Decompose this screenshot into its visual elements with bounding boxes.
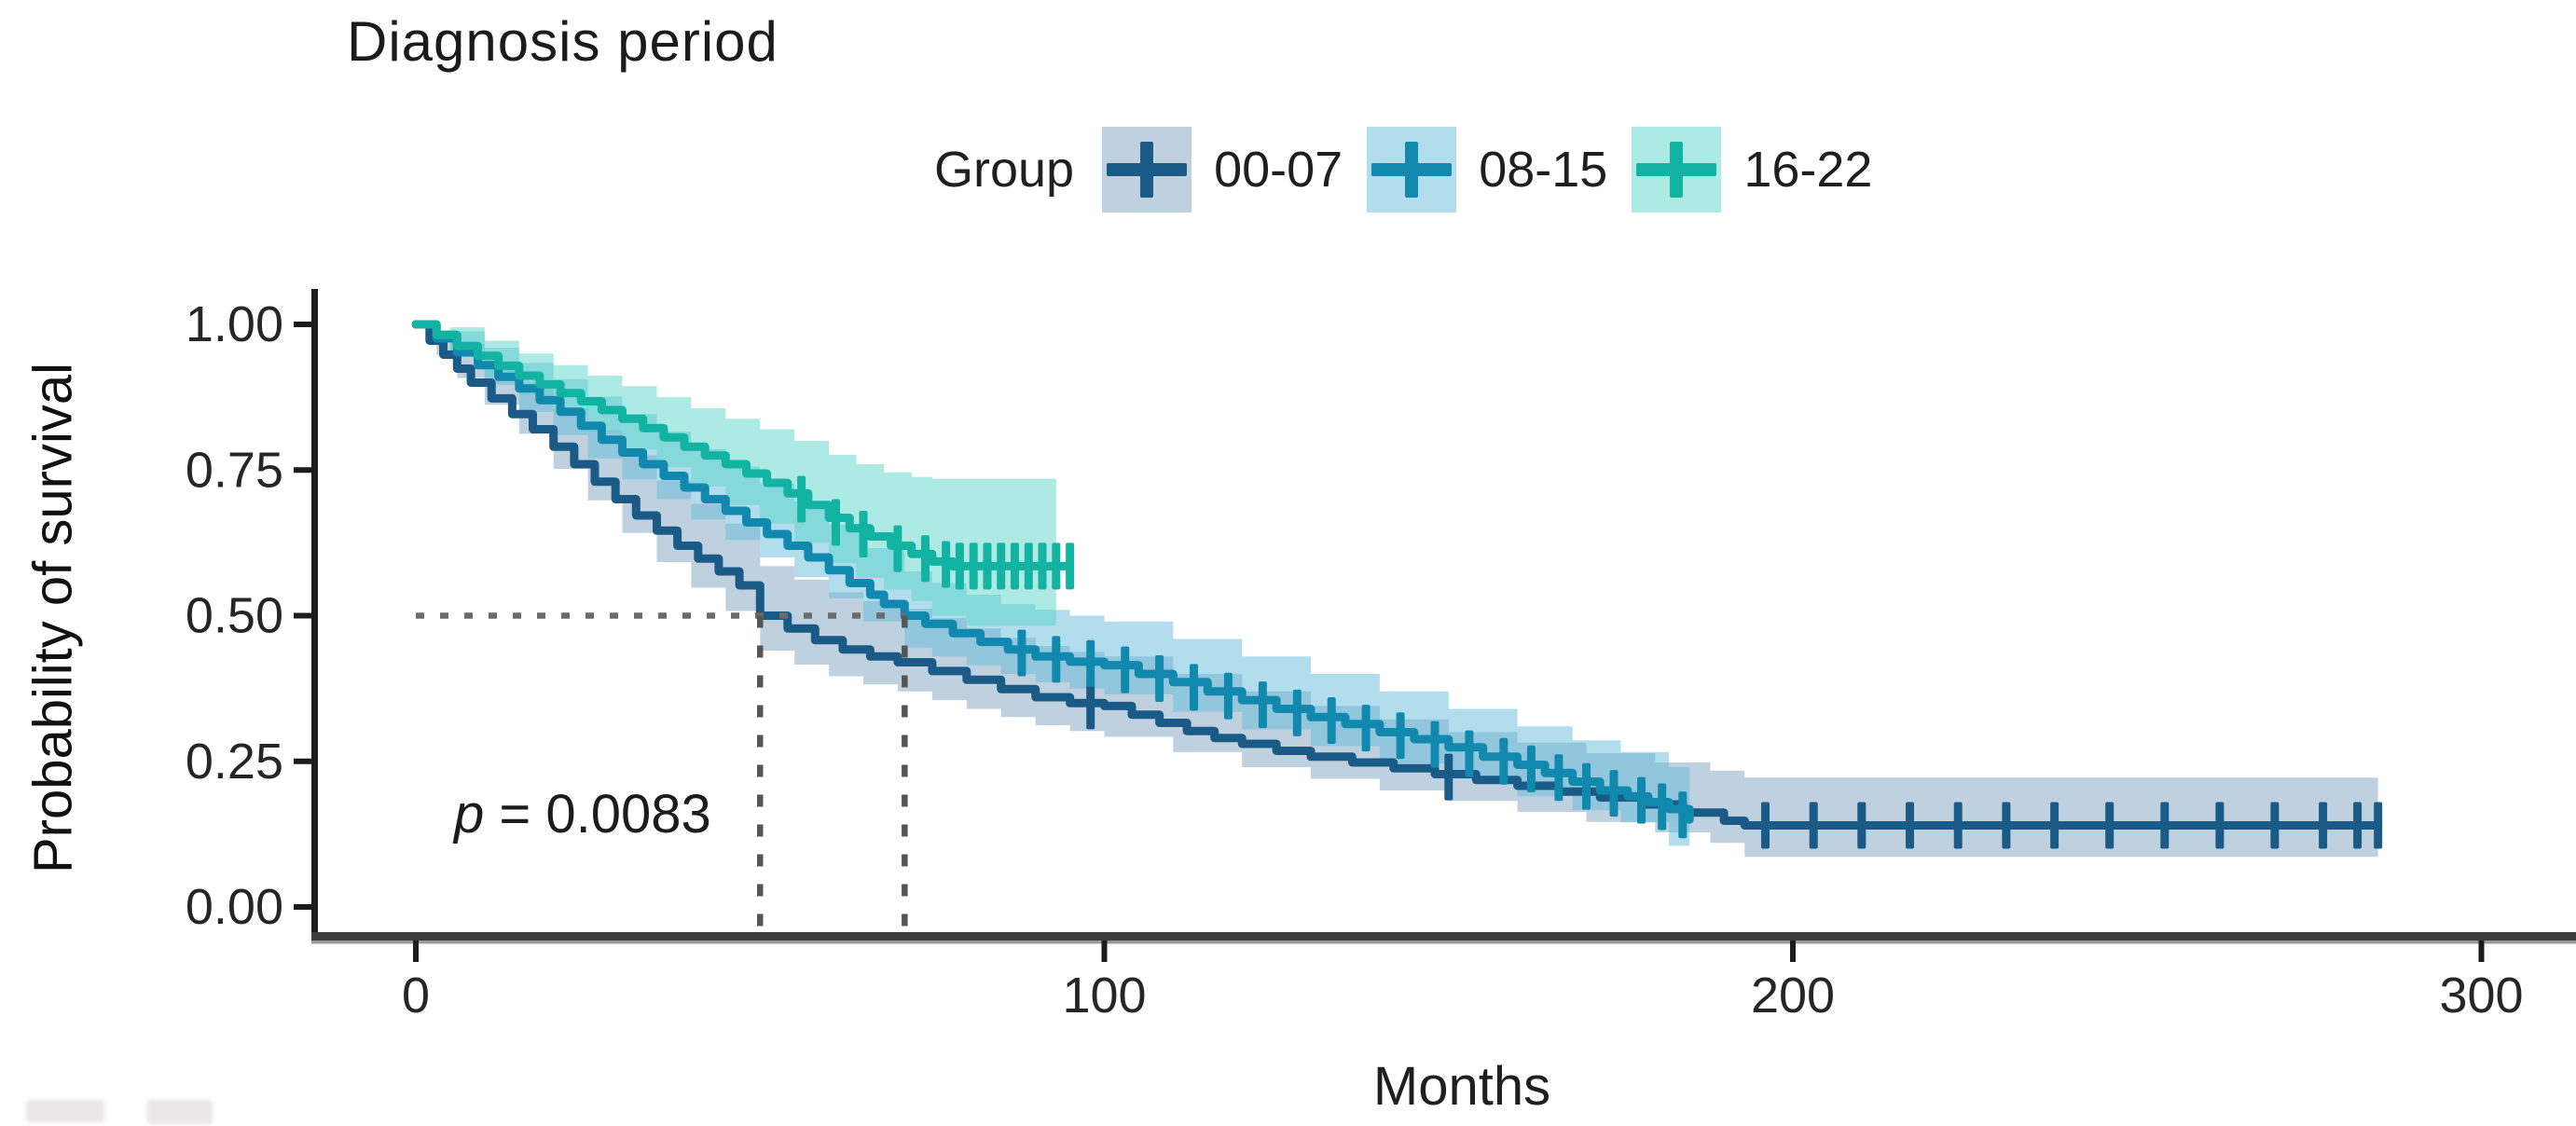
censor-marks-08-15 — [1017, 629, 1687, 839]
legend-label: 00-07 — [1214, 142, 1343, 198]
plus-icon — [1405, 142, 1419, 198]
y-axis-title: Probability of survival — [22, 363, 84, 873]
legend: Group 00-07 08-15 16-22 — [934, 123, 1872, 216]
y-tick-label: 0.50 — [186, 588, 283, 644]
p-value-number: = 0.0083 — [484, 784, 711, 844]
cropped-text-artifact — [26, 1100, 104, 1122]
x-axis-title: Months — [1372, 1056, 1551, 1117]
y-tick-label: 1.00 — [186, 296, 283, 352]
cropped-text-artifact — [147, 1100, 213, 1124]
legend-item-08-15: 08-15 — [1367, 127, 1607, 213]
x-tick-label: 200 — [1751, 968, 1835, 1023]
survival-curve-16-22 — [411, 320, 1075, 570]
x-tick-label: 0 — [402, 968, 430, 1023]
survival-curve-08-15 — [411, 320, 1694, 824]
legend-key-swatch-icon — [1102, 127, 1192, 213]
plus-icon — [1670, 142, 1684, 198]
ci-band-08-15 — [416, 324, 1690, 867]
legend-item-00-07: 00-07 — [1102, 127, 1343, 213]
legend-item-16-22: 16-22 — [1632, 127, 1872, 213]
legend-key-swatch-icon — [1632, 127, 1722, 213]
p-value-annotation: p = 0.0083 — [454, 783, 711, 845]
y-tick-label: 0.25 — [186, 734, 283, 790]
legend-key-swatch-icon — [1367, 127, 1457, 213]
censor-marks-16-22 — [797, 475, 1075, 590]
y-tick-label: 0.00 — [186, 879, 283, 935]
p-value-symbol: p — [454, 784, 485, 844]
legend-label: 16-22 — [1743, 142, 1873, 198]
survival-curve-00-07 — [411, 320, 2383, 830]
x-tick-label: 300 — [2439, 968, 2523, 1023]
censor-marks-00-07 — [1086, 682, 2383, 849]
legend-label: 08-15 — [1479, 142, 1608, 198]
x-tick-label: 100 — [1062, 968, 1146, 1023]
plus-icon — [1140, 142, 1154, 198]
chart-title: Diagnosis period — [347, 10, 778, 73]
ci-band-00-07 — [416, 324, 2378, 858]
legend-title: Group — [934, 142, 1075, 198]
y-tick-label: 0.75 — [186, 442, 283, 498]
